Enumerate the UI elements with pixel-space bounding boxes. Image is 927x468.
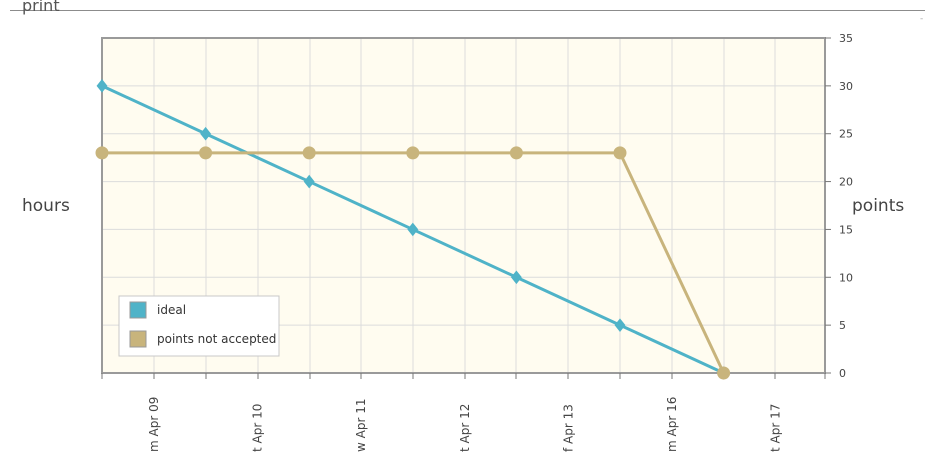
y-tick-label: 15 bbox=[839, 223, 853, 236]
plot-border bbox=[101, 37, 826, 374]
data-point-diamond bbox=[303, 174, 315, 189]
data-point-circle bbox=[95, 146, 109, 160]
y-tick-label: 5 bbox=[839, 319, 846, 332]
data-point-circle bbox=[199, 146, 213, 160]
data-point-circle bbox=[406, 146, 420, 160]
legend-swatch bbox=[129, 330, 147, 348]
x-tick-label: t Apr 17 bbox=[769, 404, 783, 452]
y-tick-label: 20 bbox=[839, 176, 853, 189]
y-tick-label: 35 bbox=[839, 32, 853, 45]
data-point-circle bbox=[302, 146, 316, 160]
top-divider bbox=[10, 10, 925, 11]
y-axis-title-right: points bbox=[852, 196, 905, 216]
data-point-diamond bbox=[407, 222, 419, 237]
y-tick-label: 30 bbox=[839, 80, 853, 93]
y-tick-label: 10 bbox=[839, 271, 853, 284]
y-tick-label: 0 bbox=[839, 367, 846, 380]
y-tick-label: 25 bbox=[839, 128, 853, 141]
data-point-diamond bbox=[614, 318, 626, 332]
x-tick-label: w Apr 11 bbox=[354, 399, 368, 452]
data-point-circle bbox=[509, 146, 523, 160]
data-point-circle bbox=[717, 366, 731, 380]
data-point-circle bbox=[613, 146, 627, 160]
data-point-diamond bbox=[200, 126, 212, 141]
x-tick-label: t Apr 12 bbox=[458, 404, 472, 452]
x-tick-label: m Apr 16 bbox=[665, 397, 679, 452]
corner-mark: - bbox=[920, 14, 924, 24]
data-point-diamond bbox=[96, 79, 108, 93]
legend-label: ideal bbox=[157, 303, 186, 317]
legend-swatch bbox=[129, 301, 147, 319]
y-axis-title-left: hours bbox=[22, 196, 70, 216]
print-link[interactable]: print bbox=[22, 0, 60, 15]
legend-label: points not accepted bbox=[157, 332, 276, 346]
x-tick-label: m Apr 09 bbox=[147, 397, 161, 452]
x-tick-label: f Apr 13 bbox=[561, 404, 575, 452]
data-point-diamond bbox=[510, 270, 522, 285]
x-tick-label: t Apr 10 bbox=[251, 404, 265, 452]
